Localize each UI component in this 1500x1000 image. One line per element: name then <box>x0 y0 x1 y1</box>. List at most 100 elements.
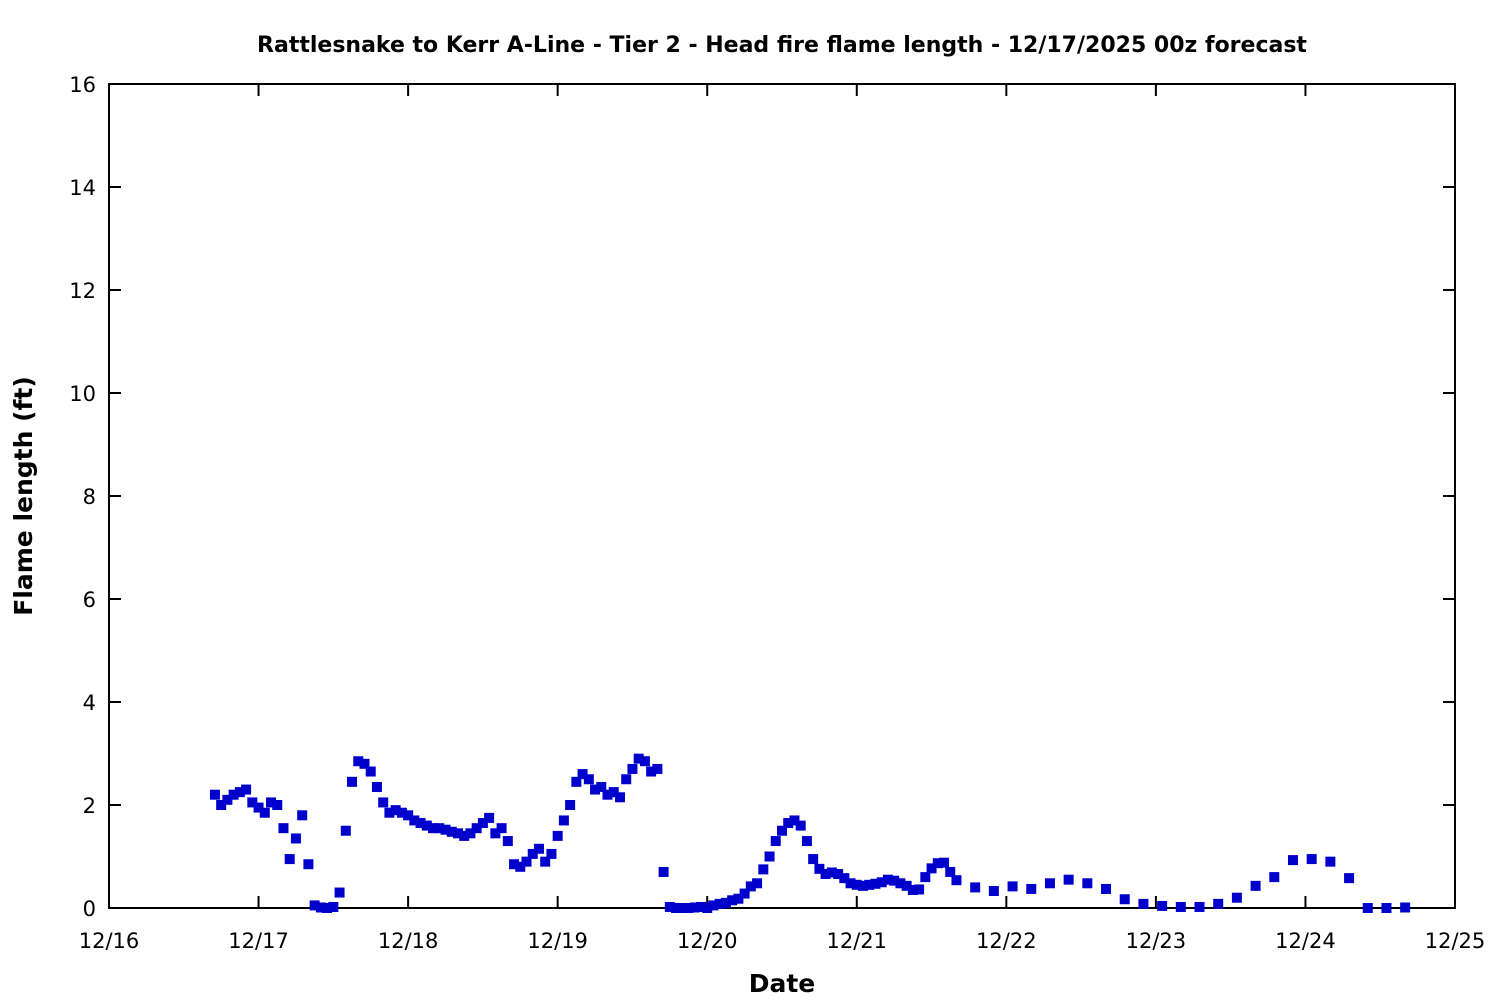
data-point <box>1287 855 1298 866</box>
data-point <box>297 810 308 821</box>
y-tick-label: 10 <box>69 382 96 406</box>
y-tick-label: 12 <box>69 279 96 303</box>
data-point <box>1306 854 1317 865</box>
x-tick-label: 12/19 <box>527 929 588 953</box>
data-point <box>359 758 370 769</box>
data-point <box>764 851 775 862</box>
data-point <box>209 789 220 800</box>
data-point <box>876 877 887 888</box>
data-point <box>347 776 358 787</box>
data-point <box>353 756 364 767</box>
y-tick-label: 2 <box>83 794 96 818</box>
data-point <box>284 854 295 865</box>
data-point <box>1194 901 1205 912</box>
data-point <box>428 823 439 834</box>
data-point <box>1175 901 1186 912</box>
data-point <box>658 866 669 877</box>
data-point <box>758 864 769 875</box>
data-point <box>1250 880 1261 891</box>
data-point <box>752 878 763 889</box>
data-point <box>808 854 819 865</box>
data-point <box>1269 872 1280 883</box>
data-point <box>558 815 569 826</box>
data-point <box>627 763 638 774</box>
y-tick-label: 8 <box>83 485 96 509</box>
data-point <box>322 903 333 913</box>
data-point <box>272 800 283 810</box>
x-tick-label: 12/23 <box>1126 929 1187 953</box>
data-point <box>384 807 395 818</box>
data-point <box>241 784 252 795</box>
data-point <box>340 825 351 836</box>
data-point <box>988 886 999 897</box>
x-tick-label: 12/18 <box>378 929 439 953</box>
data-point <box>459 830 470 841</box>
y-tick-label: 6 <box>83 588 96 612</box>
x-tick-label: 12/21 <box>827 929 888 953</box>
data-point <box>702 903 713 913</box>
data-point <box>671 903 682 913</box>
y-tick-label: 0 <box>83 897 96 921</box>
data-point <box>253 802 264 813</box>
data-point <box>434 823 445 834</box>
data-point <box>1082 878 1093 889</box>
data-point <box>1026 883 1037 894</box>
data-point <box>290 833 301 844</box>
data-point <box>633 753 644 764</box>
data-point <box>1119 894 1130 905</box>
data-point <box>378 797 389 808</box>
data-point <box>465 828 476 839</box>
data-point <box>677 903 688 913</box>
x-tick-label: 12/25 <box>1425 929 1486 953</box>
data-point <box>845 878 856 889</box>
data-point <box>882 874 893 885</box>
data-point <box>833 869 844 880</box>
data-point <box>789 815 800 826</box>
data-point <box>577 769 588 780</box>
data-point <box>303 859 314 870</box>
data-point <box>540 856 551 867</box>
data-point <box>945 866 956 877</box>
x-tick-label: 12/24 <box>1275 929 1336 953</box>
data-point <box>583 774 594 785</box>
data-point <box>409 815 420 826</box>
data-point <box>309 900 320 911</box>
data-point <box>496 823 507 834</box>
data-point <box>365 766 376 777</box>
data-point <box>851 879 862 890</box>
data-point <box>889 875 900 886</box>
data-point <box>820 869 831 880</box>
data-point <box>521 856 532 867</box>
data-point <box>1138 898 1149 909</box>
data-point <box>596 781 607 792</box>
data-point <box>639 756 650 767</box>
data-point <box>951 875 962 886</box>
data-point <box>714 898 725 909</box>
data-point <box>266 797 277 808</box>
x-tick-label: 12/17 <box>228 929 289 953</box>
data-point <box>920 872 931 883</box>
data-point <box>1362 903 1373 913</box>
data-point <box>446 826 457 837</box>
data-point <box>546 848 557 859</box>
data-point <box>926 863 937 874</box>
data-point <box>801 836 812 847</box>
data-point <box>695 901 706 912</box>
data-point <box>1101 883 1112 894</box>
data-point <box>870 878 881 889</box>
data-point <box>334 887 345 898</box>
data-point <box>1157 900 1168 911</box>
data-point <box>259 807 270 818</box>
x-tick-label: 12/20 <box>677 929 738 953</box>
data-point <box>739 888 750 899</box>
data-point <box>777 825 787 836</box>
data-point <box>278 823 289 834</box>
data-point <box>371 781 382 792</box>
data-point <box>864 879 875 890</box>
data-point <box>733 893 744 904</box>
plot-frame <box>108 83 1456 909</box>
chart-title: Rattlesnake to Kerr A-Line - Tier 2 - He… <box>257 33 1307 58</box>
data-point <box>901 880 912 891</box>
x-tick-label: 12/16 <box>79 929 140 953</box>
data-point <box>664 901 675 912</box>
